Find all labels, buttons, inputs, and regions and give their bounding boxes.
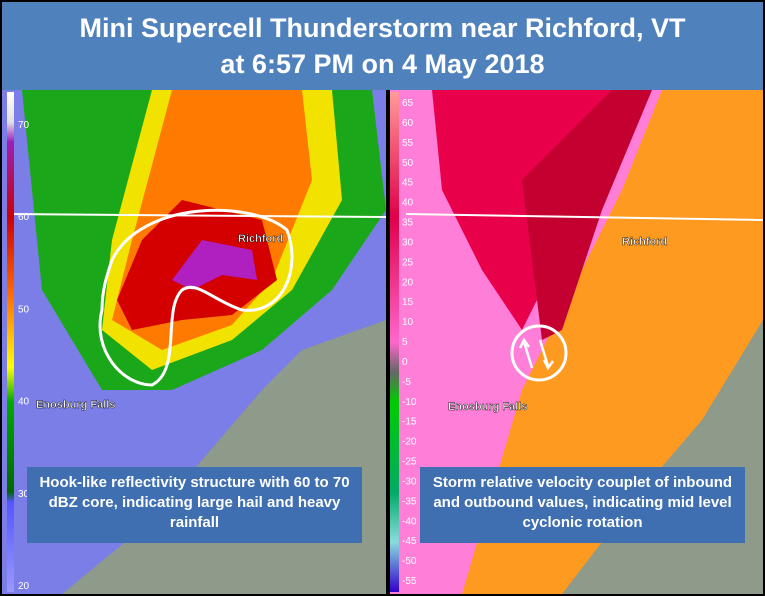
scale-label: 5 [402, 337, 408, 348]
color-scale [7, 92, 14, 592]
scale-label: 30 [402, 237, 414, 248]
place-label: Richford [238, 233, 283, 245]
scale-label: -55 [402, 576, 417, 587]
color-scale [390, 92, 399, 592]
scale-label: -10 [402, 397, 417, 408]
scale-label: 15 [402, 297, 414, 308]
place-label: Enosburg Falls [448, 401, 527, 413]
caption: Hook-like reflectivity structure with 60… [27, 467, 362, 543]
title-line: Mini Supercell Thunderstorm near Richfor… [79, 13, 686, 43]
scale-label: 40 [18, 397, 30, 408]
rotation-arrows [518, 337, 555, 371]
scale-label: 65 [402, 98, 414, 109]
scale-label: 70 [18, 120, 30, 131]
scale-label: 45 [402, 178, 414, 189]
scale-label: 25 [402, 257, 414, 268]
scale-label: -45 [402, 536, 417, 547]
scale-label: -30 [402, 476, 417, 487]
scale-label: -20 [402, 437, 417, 448]
scale-label: 55 [402, 138, 414, 149]
scale-label: 30 [18, 489, 30, 500]
velocity-inbound-strong [522, 90, 652, 340]
scale-label: -35 [402, 496, 417, 507]
scale-label: 10 [402, 317, 414, 328]
reflectivity-core [172, 240, 257, 290]
scale-label: 35 [402, 218, 414, 229]
caption: Storm relative velocity couplet of inbou… [420, 467, 745, 543]
scale-label: -40 [402, 516, 417, 527]
scale-label: -5 [402, 377, 411, 388]
scale-label: 20 [18, 581, 30, 592]
scale-label: -15 [402, 417, 417, 428]
scale-label: 60 [18, 212, 30, 223]
scale-label: 50 [18, 304, 30, 315]
scale-label: 20 [402, 277, 414, 288]
border-line [405, 213, 763, 221]
scale-label: 0 [402, 357, 408, 368]
place-label: Enosburg Falls [36, 399, 115, 411]
scale-label: 50 [402, 158, 414, 169]
title-line: at 6:57 PM on 4 May 2018 [220, 49, 545, 79]
border-line [6, 213, 387, 218]
divider [386, 90, 390, 594]
scale-label: -25 [402, 457, 417, 468]
scale-label: -50 [402, 556, 417, 567]
couplet-circle [510, 324, 568, 382]
scale-label: 60 [402, 118, 414, 129]
title-banner: Mini Supercell Thunderstorm near Richfor… [2, 2, 763, 90]
place-label: Richford [622, 236, 667, 248]
scale-label: 40 [402, 198, 414, 209]
